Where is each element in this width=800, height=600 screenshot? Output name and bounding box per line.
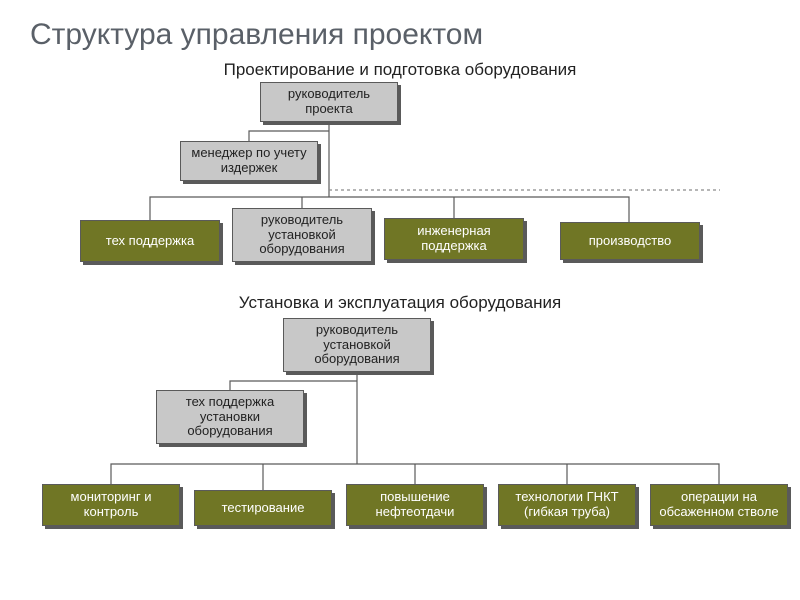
- box-label: тех поддержка: [106, 234, 194, 249]
- box-label: производство: [589, 234, 671, 249]
- connector-line: [230, 381, 357, 390]
- chart1-root: руководитель проекта: [260, 82, 398, 122]
- slide: Структура управления проектом Проектиров…: [0, 0, 800, 600]
- chart2-c3: повышение нефтеотдачи: [346, 484, 484, 526]
- section-2-title: Установка и эксплуатация оборудования: [239, 293, 561, 313]
- chart2-root: руководитель установкой оборудования: [283, 318, 431, 372]
- connector-line: [249, 131, 329, 141]
- box-label: операции на обсаженном стволе: [657, 490, 781, 520]
- chart1-mgr: менеджер по учету издержек: [180, 141, 318, 181]
- chart1-b4: производство: [560, 222, 700, 260]
- chart1-b3: инженерная поддержка: [384, 218, 524, 260]
- chart2-side: тех поддержка установки оборудования: [156, 390, 304, 444]
- box-label: руководитель проекта: [267, 87, 391, 117]
- box-label: тестирование: [222, 501, 305, 516]
- box-label: технологии ГНКТ (гибкая труба): [505, 490, 629, 520]
- chart2-c1: мониторинг и контроль: [42, 484, 180, 526]
- box-label: руководитель установкой оборудования: [290, 323, 424, 368]
- box-label: менеджер по учету издержек: [187, 146, 311, 176]
- box-label: мониторинг и контроль: [49, 490, 173, 520]
- chart2-c2: тестирование: [194, 490, 332, 526]
- box-label: руководитель установкой оборудования: [239, 213, 365, 258]
- box-label: инженерная поддержка: [391, 224, 517, 254]
- chart1-b2: руководитель установкой оборудования: [232, 208, 372, 262]
- chart2-c4: технологии ГНКТ (гибкая труба): [498, 484, 636, 526]
- connector-line: [111, 464, 719, 484]
- slide-title: Структура управления проектом: [30, 18, 483, 52]
- box-label: тех поддержка установки оборудования: [163, 395, 297, 440]
- section-1-title: Проектирование и подготовка оборудования: [224, 60, 577, 80]
- chart2-c5: операции на обсаженном стволе: [650, 484, 788, 526]
- box-label: повышение нефтеотдачи: [353, 490, 477, 520]
- chart1-b1: тех поддержка: [80, 220, 220, 262]
